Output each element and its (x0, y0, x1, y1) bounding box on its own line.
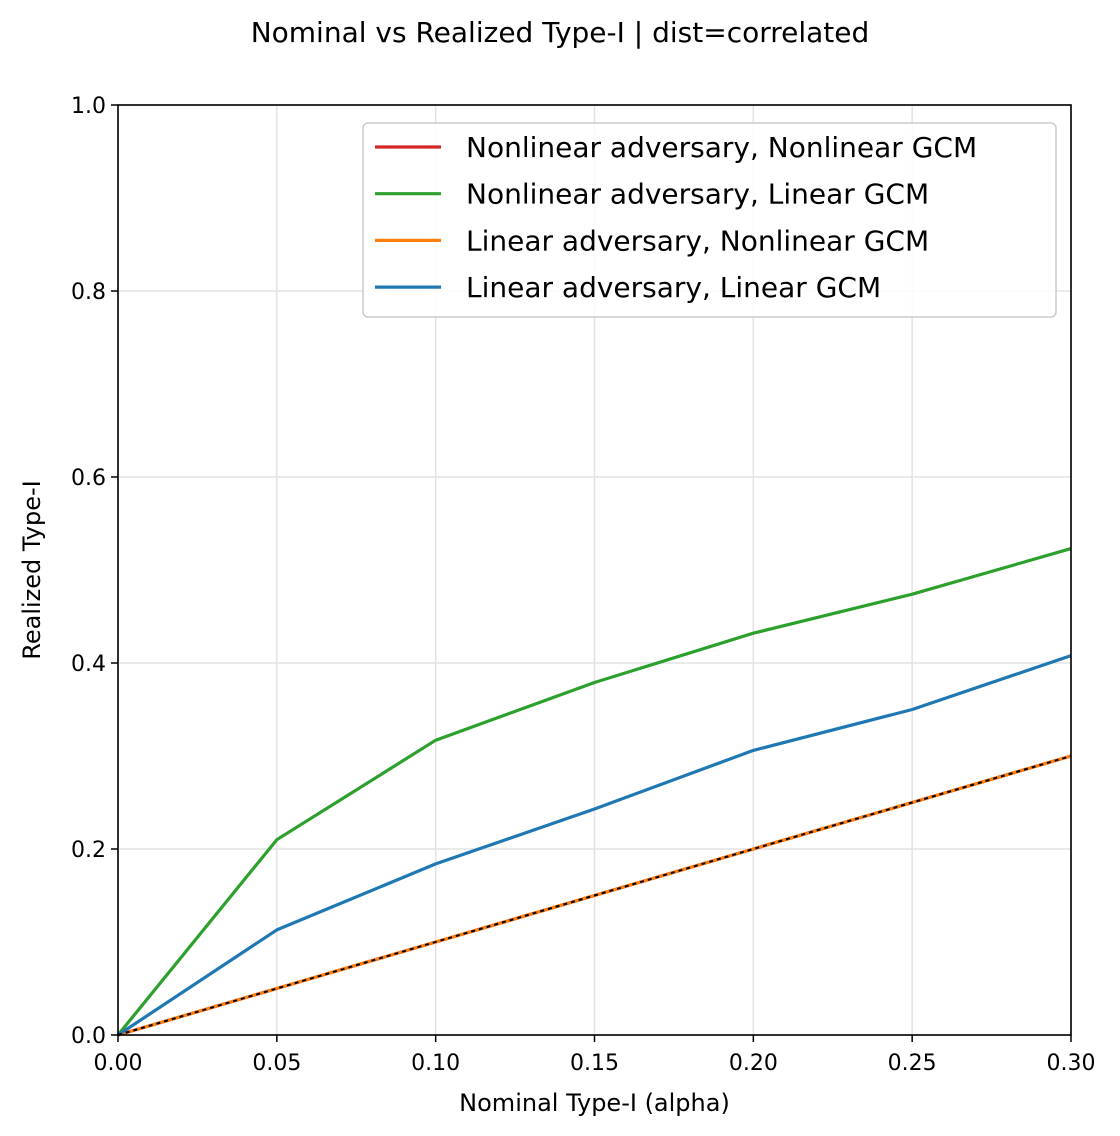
legend-label: Nonlinear adversary, Linear GCM (466, 178, 929, 211)
legend-item: Linear adversary, Nonlinear GCM (375, 224, 929, 257)
legend-label: Nonlinear adversary, Nonlinear GCM (466, 131, 977, 164)
legend-box (362, 122, 1057, 318)
x-tick-label: 0.00 (94, 1051, 143, 1076)
y-tick-label: 1.0 (71, 94, 106, 119)
x-tick-label: 0.10 (411, 1051, 460, 1076)
axis-ticks: 0.00 0.05 0.10 0.15 0.20 0.25 0.30 0.0 0.2 0.4 0.6… (71, 94, 1095, 1076)
y-tick-label: 0.0 (71, 1024, 106, 1049)
legend-label: Linear adversary, Linear GCM (466, 271, 881, 304)
x-tick-label: 0.15 (570, 1051, 619, 1076)
chart-title: Nominal vs Realized Type-I | dist=correl… (251, 16, 870, 49)
legend-item: Linear adversary, Linear GCM (375, 271, 881, 304)
y-tick-label: 0.2 (71, 838, 106, 863)
x-axis-label: Nominal Type-I (alpha) (459, 1089, 730, 1117)
legend: Nonlinear adversary, Nonlinear GCM Nonlin… (362, 122, 1057, 318)
y-axis-label: Realized Type-I (18, 480, 46, 660)
series-line-2 (116, 547, 1072, 1037)
legend-label: Linear adversary, Nonlinear GCM (466, 224, 929, 257)
series-group (116, 547, 1072, 1037)
y-tick-label: 0.6 (71, 466, 106, 491)
y-tick-label: 0.8 (71, 280, 106, 305)
reference-line (117, 755, 1072, 1036)
y-tick-label: 0.4 (71, 652, 106, 677)
series-line-4 (117, 654, 1072, 1037)
x-tick-label: 0.20 (729, 1051, 778, 1076)
x-tick-label: 0.25 (888, 1051, 937, 1076)
x-tick-label: 0.30 (1047, 1051, 1096, 1076)
x-tick-label: 0.05 (252, 1051, 301, 1076)
legend-item: Nonlinear adversary, Nonlinear GCM (375, 131, 977, 164)
legend-item: Nonlinear adversary, Linear GCM (375, 178, 929, 211)
